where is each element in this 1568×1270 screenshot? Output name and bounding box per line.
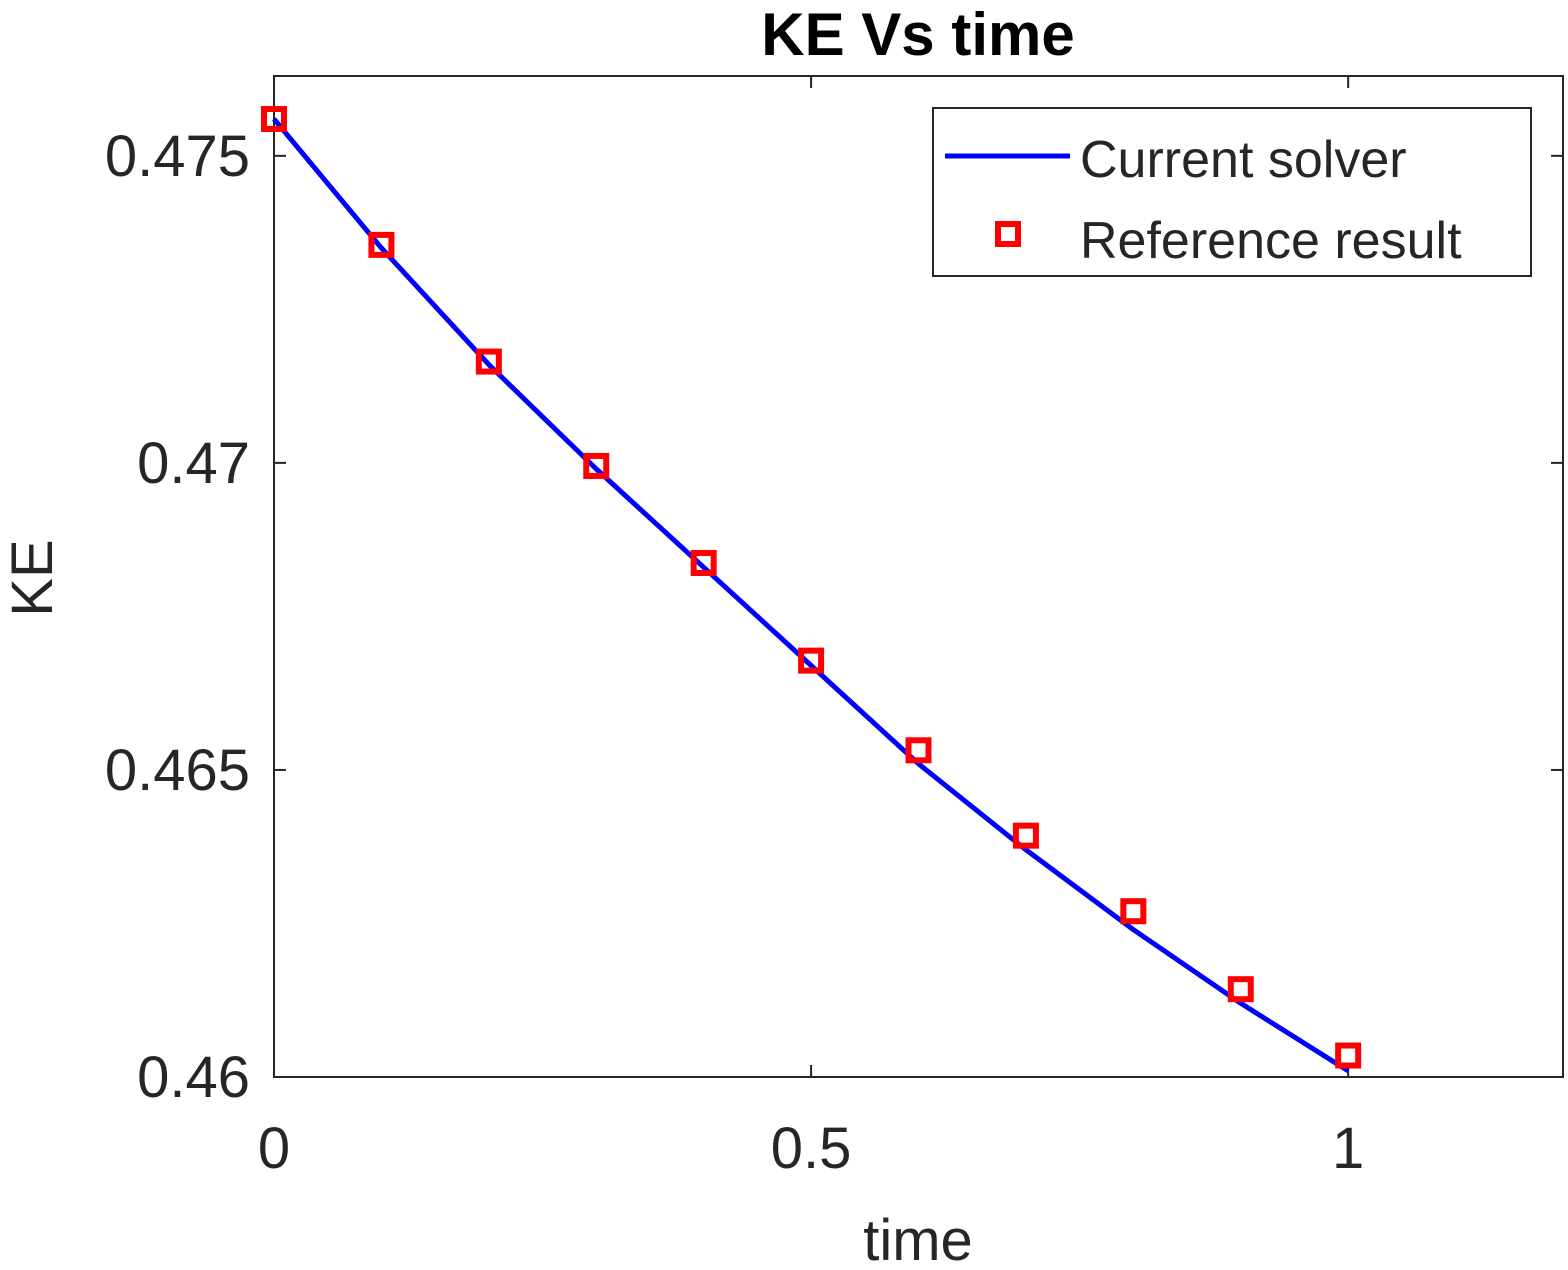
reference-result-marker [798,647,825,674]
y-axis-label: KE [0,539,65,616]
y-tick-label: 0.46 [137,1045,250,1110]
reference-result-marker [261,105,287,132]
x-tick-label: 0 [258,1116,290,1181]
y-tick-label: 0.465 [105,738,250,803]
axis-ticks: 0 0.5 1 0.46 0.465 0.47 0.475 [105,76,1563,1181]
y-tick-label: 0.475 [105,124,250,189]
legend-label-reference-result: Reference result [1080,212,1462,270]
x-tick-label: 1 [1332,1116,1364,1181]
legend-marker-sample [995,221,1021,247]
legend-label-current-solver: Current solver [1080,131,1407,189]
reference-result-marker [1227,976,1254,1003]
x-axis-label: time [863,1208,973,1265]
series-line-current-solver [272,117,1350,1074]
x-tick-label: 0.5 [771,1116,852,1181]
reference-result-marker [583,452,610,479]
reference-result-marker [905,737,932,764]
reference-result-marker [368,231,395,258]
chart-title: KE Vs time [761,1,1074,68]
reference-result-marker [690,549,717,576]
y-tick-label: 0.47 [137,431,250,496]
reference-result-marker [1120,898,1147,925]
reference-result-marker [475,348,502,375]
reference-result-marker [1012,822,1039,849]
series-layer [261,105,1362,1074]
legend-box [932,107,1532,277]
reference-result-marker [1335,1042,1362,1069]
legend: Current solver Reference result [932,107,1532,277]
